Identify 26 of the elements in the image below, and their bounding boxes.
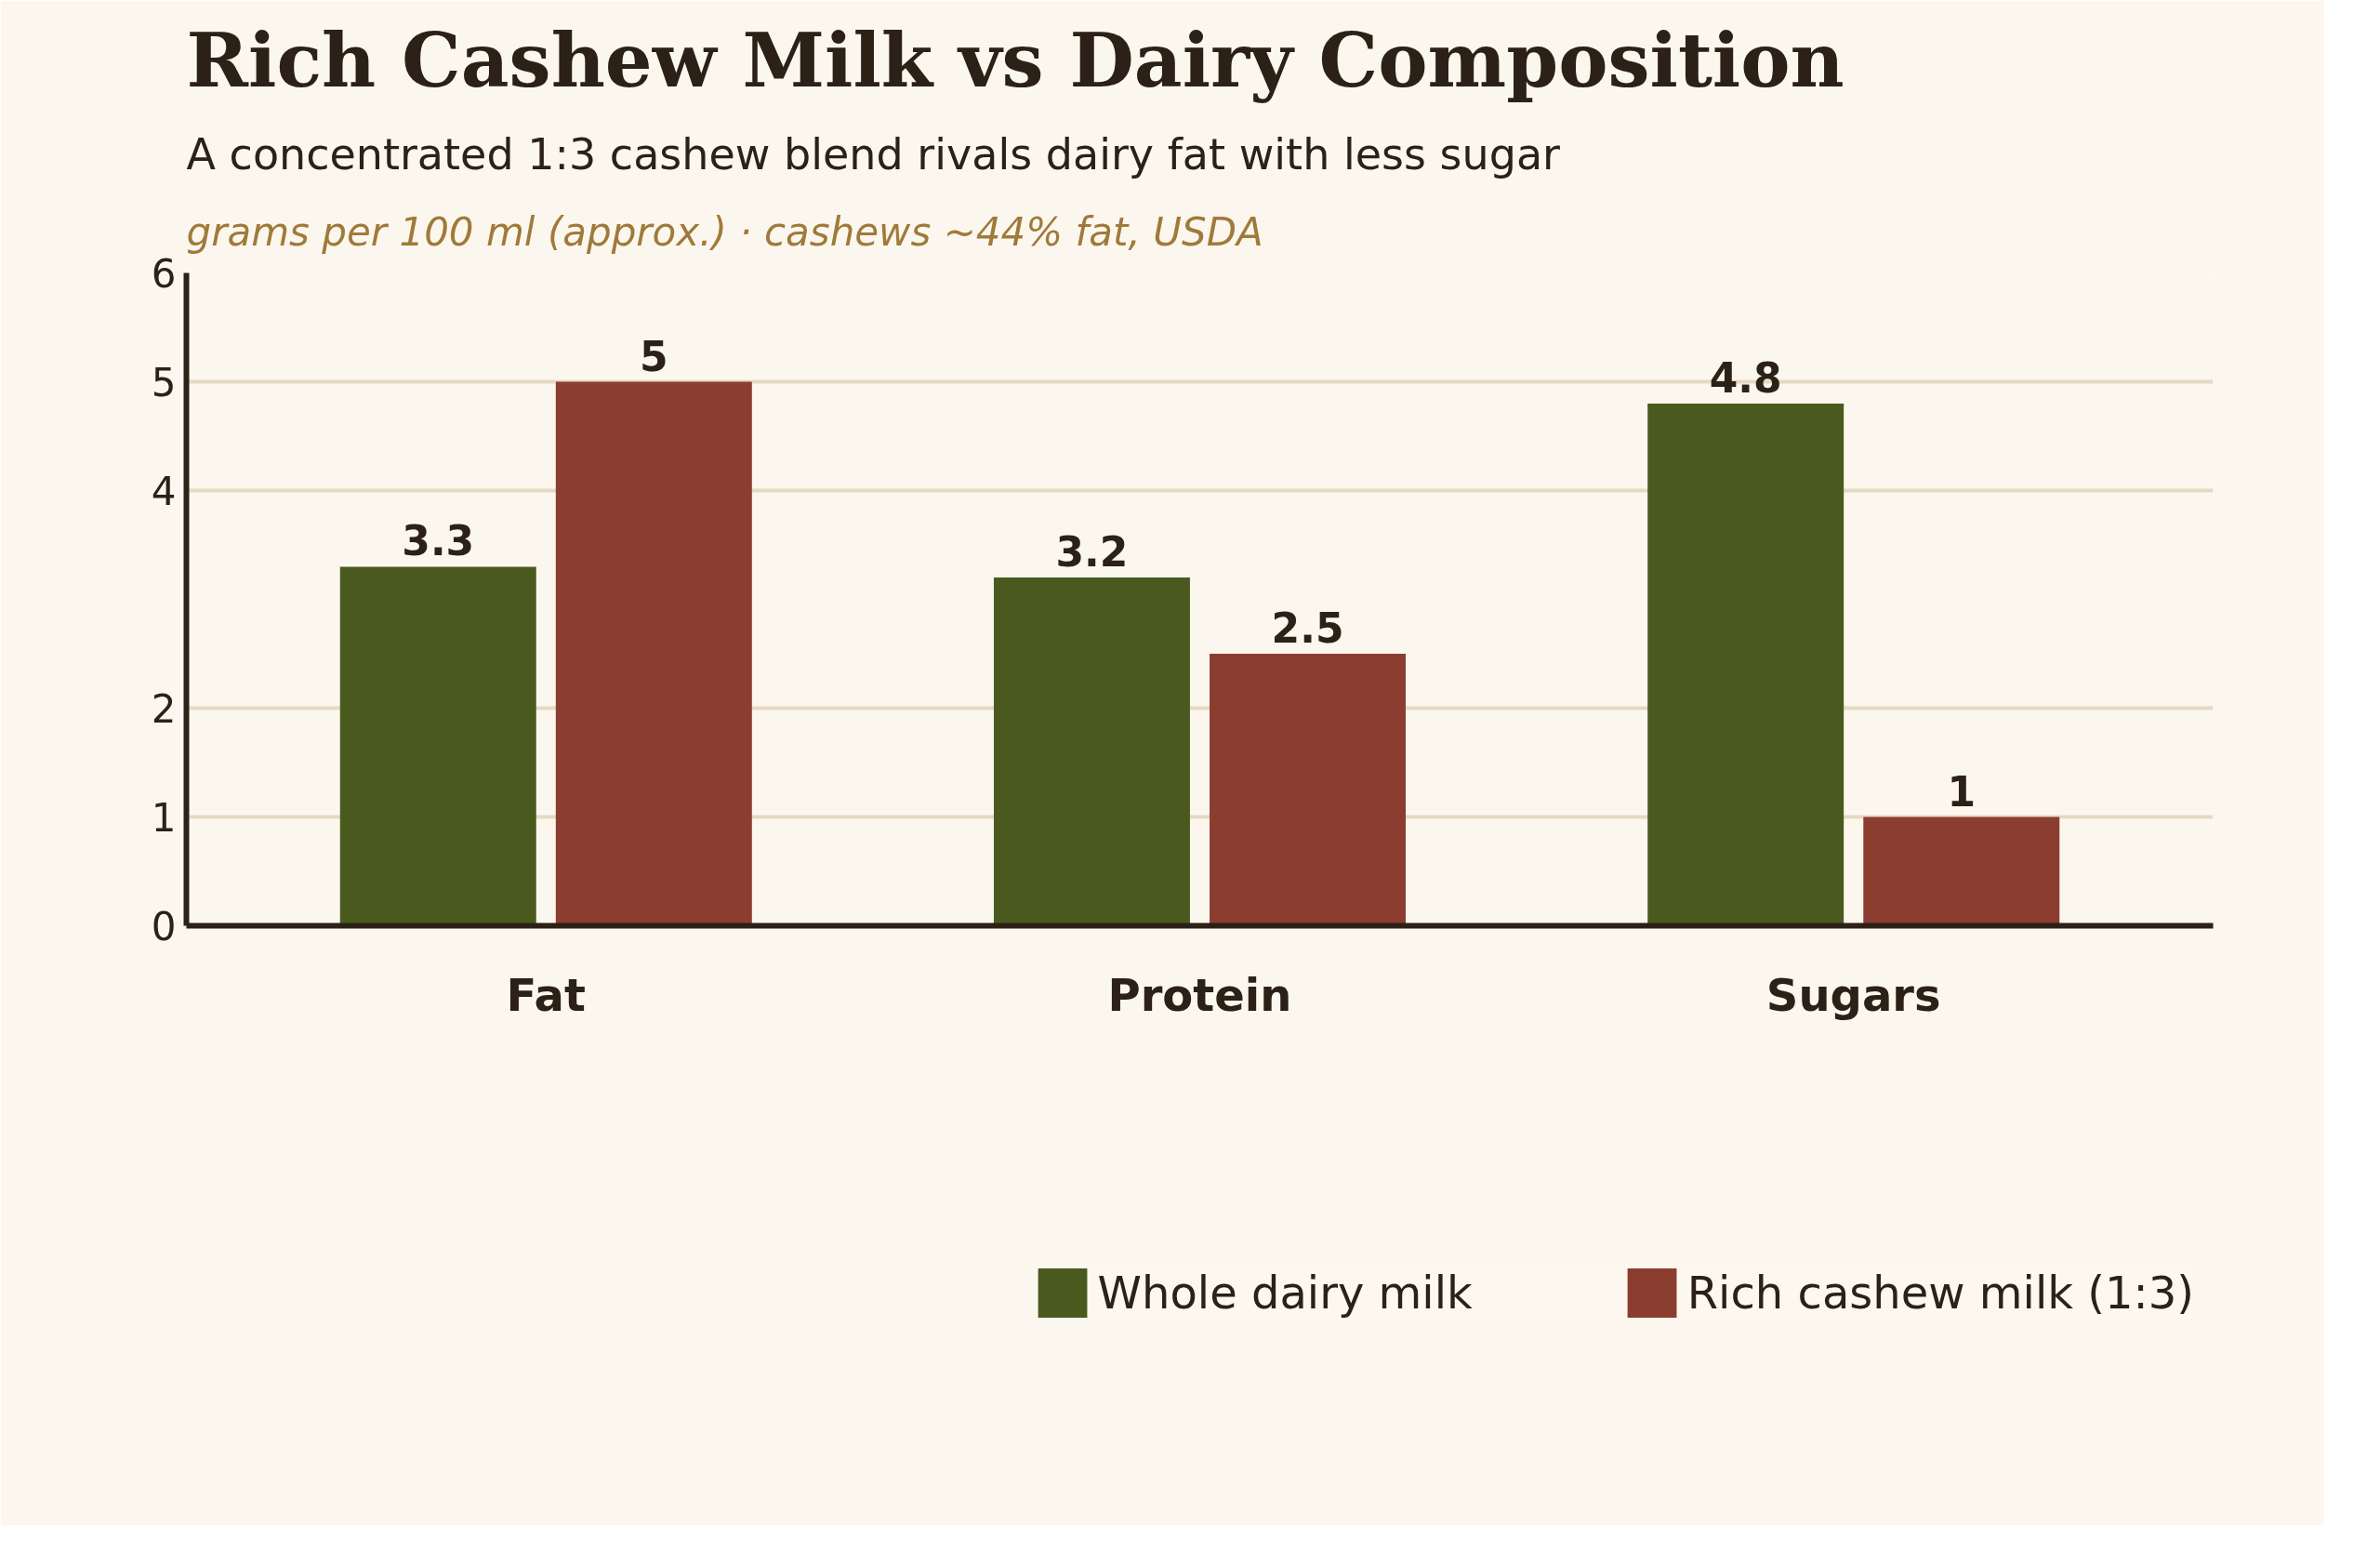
y-tick-label: 5 — [151, 360, 177, 405]
data-label: 5 — [640, 332, 668, 380]
data-label: 1 — [1947, 767, 1977, 816]
legend-label: Rich cashew milk (1:3) — [1686, 1267, 2194, 1319]
data-label: 3.2 — [1055, 528, 1129, 577]
bar — [993, 577, 1190, 926]
y-tick-label: 4 — [151, 469, 177, 514]
data-label: 3.3 — [402, 517, 475, 565]
data-label: 2.5 — [1271, 604, 1344, 652]
y-tick-label: 2 — [151, 686, 177, 732]
y-tick-label: 1 — [151, 795, 177, 841]
chart-title: Rich Cashew Milk vs Dairy Composition — [186, 16, 1844, 104]
chart-subtitle: A concentrated 1:3 cashew blend rivals dairy fat with less sugar — [186, 128, 1561, 179]
y-tick-label: 6 — [151, 251, 177, 297]
data-label: 4.8 — [1709, 353, 1782, 402]
bar — [339, 566, 536, 926]
text: grams per 100 ml (approx.) · cashews ~44% fat, USDA — [186, 208, 1263, 255]
x-tick-label: Fat — [506, 968, 586, 1021]
legend-label: Whole dairy milk — [1097, 1267, 1473, 1319]
bar — [555, 381, 752, 926]
x-tick-label: Protein — [1107, 968, 1292, 1021]
bar — [1863, 816, 2060, 926]
bar — [1210, 654, 1407, 926]
y-tick-label: 0 — [151, 904, 177, 949]
x-tick-label: Sugars — [1765, 968, 1941, 1021]
bar — [1647, 403, 1844, 926]
